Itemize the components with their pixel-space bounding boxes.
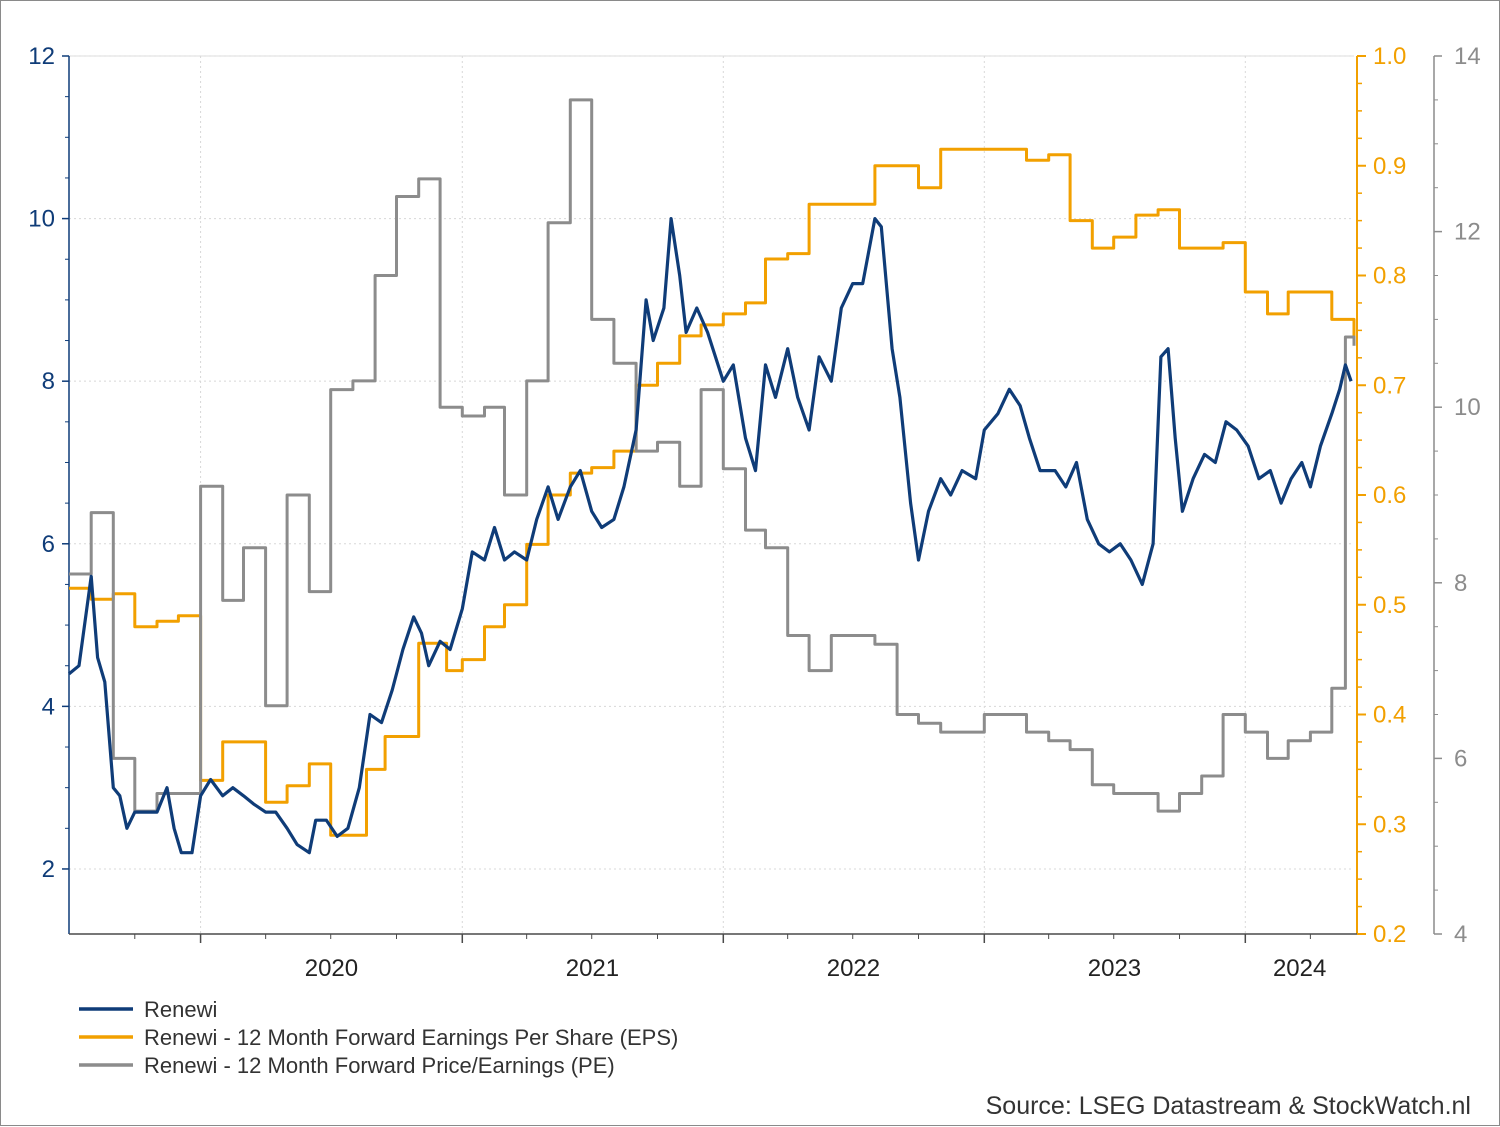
- left-axis-tick-label: 12: [28, 43, 55, 70]
- x-axis-tick-label: 2023: [1088, 955, 1141, 982]
- legend: Renewi Renewi - 12 Month Forward Earnings…: [79, 997, 678, 1078]
- eps-axis-tick-label: 0.4: [1373, 702, 1406, 729]
- pe-line: [69, 98, 1356, 813]
- eps-axis-tick-label: 0.8: [1373, 263, 1406, 290]
- pe-axis-tick-label: 14: [1454, 43, 1481, 70]
- pe-axis-tick-label: 12: [1454, 219, 1481, 246]
- eps-axis-tick-label: 0.6: [1373, 482, 1406, 509]
- x-axis-tick-label: 2020: [305, 955, 358, 982]
- eps-axis-tick-label: 0.5: [1373, 592, 1406, 619]
- left-axis-tick-label: 10: [28, 206, 55, 233]
- left-axis-tick-label: 4: [42, 693, 55, 720]
- eps-axis-tick-label: 0.7: [1373, 372, 1406, 399]
- legend-label: Renewi - 12 Month Forward Earnings Per S…: [144, 1025, 678, 1050]
- renewi-price-line: [67, 217, 1353, 855]
- eps-axis-tick-label: 0.9: [1373, 153, 1406, 180]
- legend-label: Renewi: [144, 997, 217, 1022]
- axes: 2 4 6 8 10 12 0.2 0.3 0.4 0.5 0.6 0.7 0.8 0.9 1.0 4 6 8 10…: [28, 43, 1480, 982]
- grid-lines: [69, 55, 1354, 934]
- pe-axis-tick-label: 4: [1454, 921, 1467, 948]
- eps-axis-tick-label: 0.2: [1373, 921, 1406, 948]
- eps-axis-tick-label: 1.0: [1373, 43, 1406, 70]
- legend-label: Renewi - 12 Month Forward Price/Earnings…: [144, 1053, 615, 1078]
- left-axis-tick-label: 6: [42, 531, 55, 558]
- pe-axis-tick-label: 8: [1454, 570, 1467, 597]
- pe-axis-tick-label: 10: [1454, 394, 1481, 421]
- source-note: Source: LSEG Datastream & StockWatch.nl: [986, 1092, 1471, 1120]
- x-axis-tick-label: 2021: [566, 955, 619, 982]
- series-layer: [67, 98, 1356, 855]
- eps-axis-tick-label: 0.3: [1373, 811, 1406, 838]
- left-axis-tick-label: 8: [42, 368, 55, 395]
- pe-axis-tick-label: 6: [1454, 745, 1467, 772]
- left-axis-tick-label: 2: [42, 856, 55, 883]
- x-axis-tick-label: 2022: [827, 955, 880, 982]
- eps-line: [69, 147, 1356, 837]
- x-axis-tick-label: 2024: [1273, 955, 1326, 982]
